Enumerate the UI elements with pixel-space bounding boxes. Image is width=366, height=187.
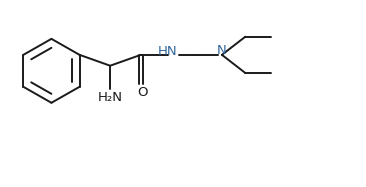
Text: HN: HN <box>158 45 178 58</box>
Text: O: O <box>137 86 147 99</box>
Text: H₂N: H₂N <box>98 91 123 104</box>
Text: N: N <box>217 44 227 57</box>
